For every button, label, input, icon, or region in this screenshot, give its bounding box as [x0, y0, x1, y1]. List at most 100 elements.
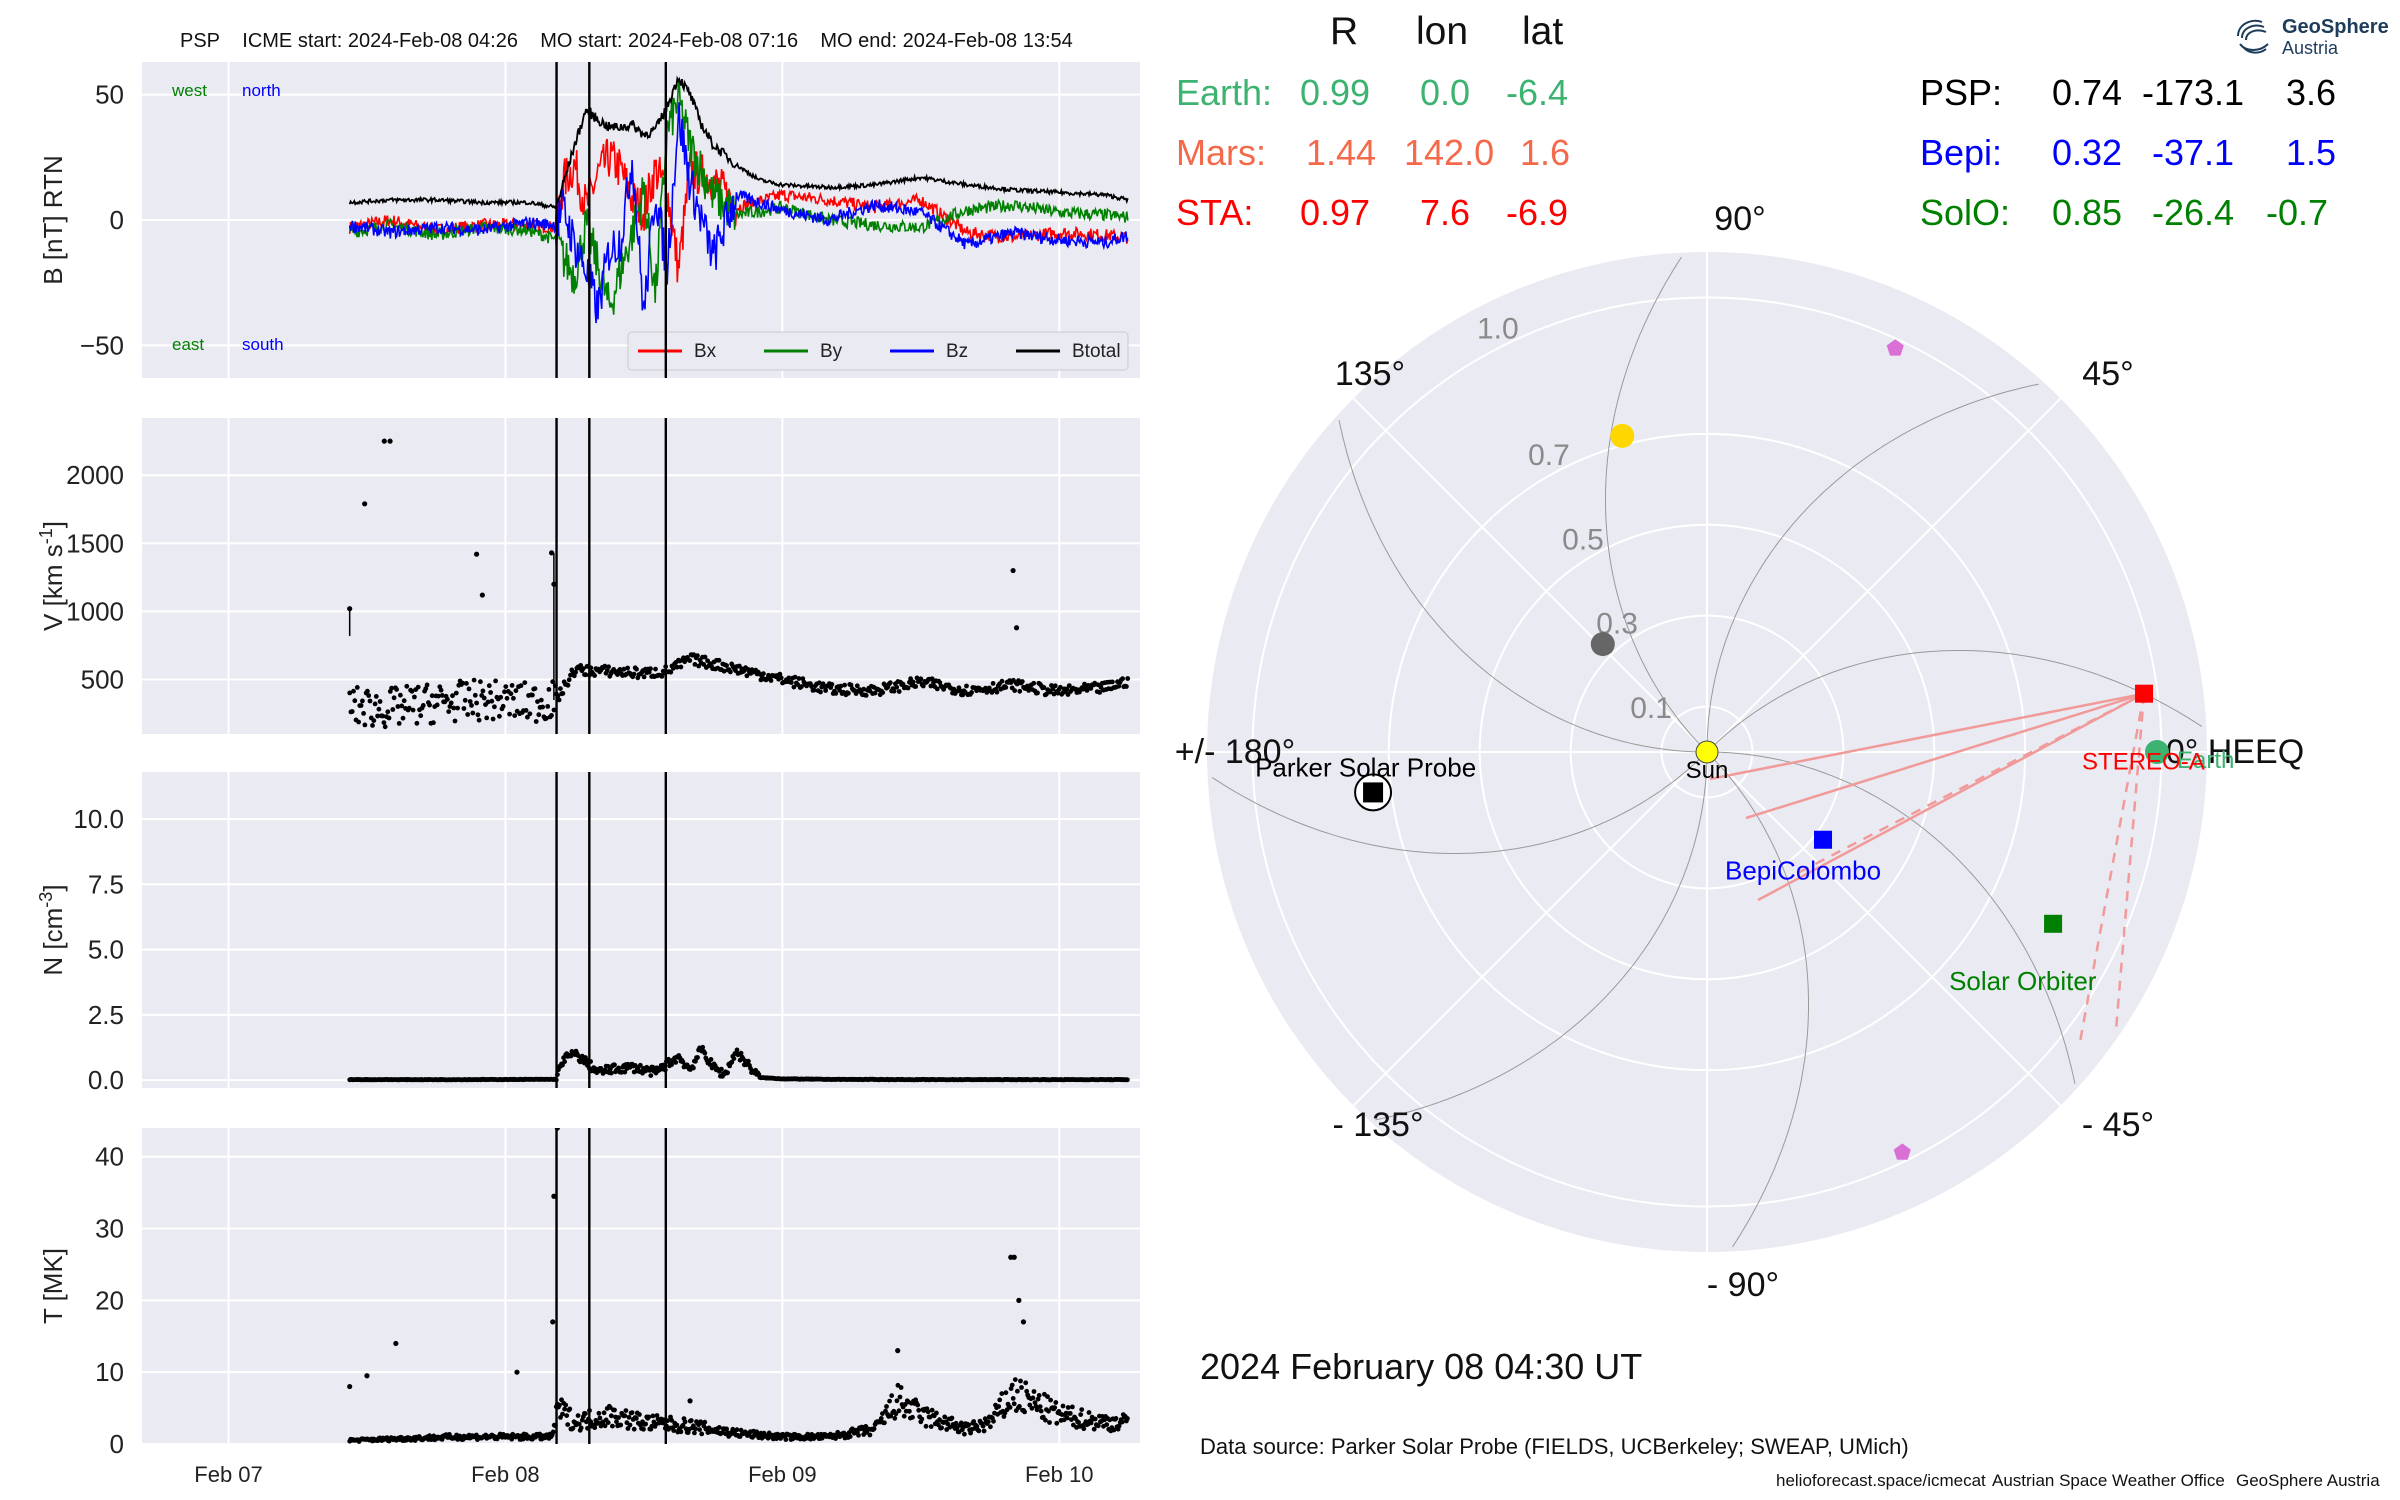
data-point [465, 712, 471, 717]
data-point [637, 1412, 642, 1417]
outlier-point [347, 1383, 353, 1390]
label-stereo-a: STEREO-A [2082, 749, 2205, 776]
data-point [913, 684, 919, 689]
y-axis-label: T [MK] [38, 1248, 68, 1324]
data-point [1095, 1423, 1101, 1429]
data-point [370, 723, 375, 728]
data-point [674, 1422, 680, 1428]
data-point [768, 678, 774, 683]
data-point [622, 1069, 628, 1075]
data-point [1088, 1420, 1094, 1426]
data-point [562, 1406, 567, 1412]
data-point [527, 711, 533, 717]
data-point [544, 715, 549, 721]
data-point [390, 707, 396, 712]
data-point [560, 1411, 565, 1417]
data-point [791, 684, 797, 690]
angle-label: 0° HEEQ [2166, 733, 2304, 771]
outlier-point [387, 438, 393, 444]
data-point [724, 663, 729, 668]
data-point [734, 1427, 740, 1433]
data-layer [347, 438, 1131, 730]
data-point [678, 664, 684, 670]
angular-gridline [1706, 397, 2062, 753]
data-point [905, 685, 911, 691]
data-point [966, 1422, 971, 1428]
data-point [394, 687, 399, 692]
marker-mercury [1590, 632, 1615, 657]
pos-row-solo: SolO: 0.85 -26.4 -0.7 [1920, 192, 2329, 233]
data-point [485, 699, 491, 705]
data-point [597, 1415, 603, 1421]
angle-label: 90° [1714, 200, 1765, 238]
data-point [375, 713, 380, 719]
data-point [423, 686, 429, 691]
data-point [863, 693, 869, 698]
data-point [486, 683, 492, 689]
data-point [391, 695, 397, 701]
marker-earth [2145, 740, 2169, 764]
data-point [404, 683, 410, 689]
marker-comet-2 [1893, 1143, 1911, 1160]
data-point [907, 1408, 912, 1414]
data-point [612, 1062, 617, 1068]
data-point [1003, 685, 1009, 690]
date-label: 2024 February 08 04:30 UT [1200, 1346, 1643, 1387]
data-point [550, 1429, 556, 1435]
data-point [451, 705, 457, 711]
outlier-point [393, 1340, 399, 1347]
x-tick-label: Feb 07 [194, 1462, 263, 1487]
data-point [462, 697, 468, 703]
data-point [774, 1436, 779, 1442]
y-axis-label-exp: -3 [36, 892, 56, 908]
data-point [692, 1430, 697, 1436]
data-point [1067, 1411, 1073, 1416]
data-point [680, 1422, 686, 1428]
data-point [897, 1394, 903, 1400]
outlier-point [514, 1369, 520, 1375]
col-r: R [1330, 10, 1359, 53]
data-point [401, 698, 407, 704]
data-point [668, 669, 674, 675]
data-point [438, 687, 444, 693]
data-point [502, 689, 507, 695]
data-point [470, 710, 476, 716]
data-point [894, 1398, 900, 1404]
data-point [847, 1434, 853, 1439]
data-point [695, 1055, 700, 1060]
data-point [386, 715, 392, 721]
header-mo-start: MO start: 2024-Feb-08 07:16 [540, 30, 799, 52]
data-point [918, 676, 924, 682]
data-point [1066, 683, 1072, 688]
data-source: Data source: Parker Solar Probe (FIELDS,… [1200, 1434, 1909, 1459]
data-point [480, 688, 486, 694]
y-axis-label: V [km s-1] [36, 521, 68, 631]
data-point [518, 683, 524, 689]
data-point [923, 1423, 929, 1429]
data-point [535, 699, 540, 704]
data-point [1019, 1385, 1024, 1390]
data-point [431, 720, 436, 726]
data-point [702, 654, 708, 660]
data-point [504, 695, 510, 701]
data-point [398, 692, 403, 698]
data-point [573, 669, 578, 675]
data-point [414, 720, 420, 726]
data-point [351, 688, 356, 694]
data-point [634, 666, 639, 672]
data-layer [348, 75, 1129, 324]
data-point [415, 684, 421, 690]
data-point [562, 1059, 567, 1065]
data-point [996, 1404, 1002, 1409]
data-point [560, 691, 566, 696]
angular-gridline [1352, 397, 1708, 753]
data-point [1111, 1427, 1117, 1433]
data-point [928, 683, 934, 689]
data-point [1104, 1422, 1110, 1427]
data-point [1045, 1394, 1050, 1399]
data-point [1116, 1423, 1122, 1429]
data-point [580, 666, 586, 671]
outlier-point [473, 551, 480, 557]
parker-spiral [1706, 751, 1809, 1248]
